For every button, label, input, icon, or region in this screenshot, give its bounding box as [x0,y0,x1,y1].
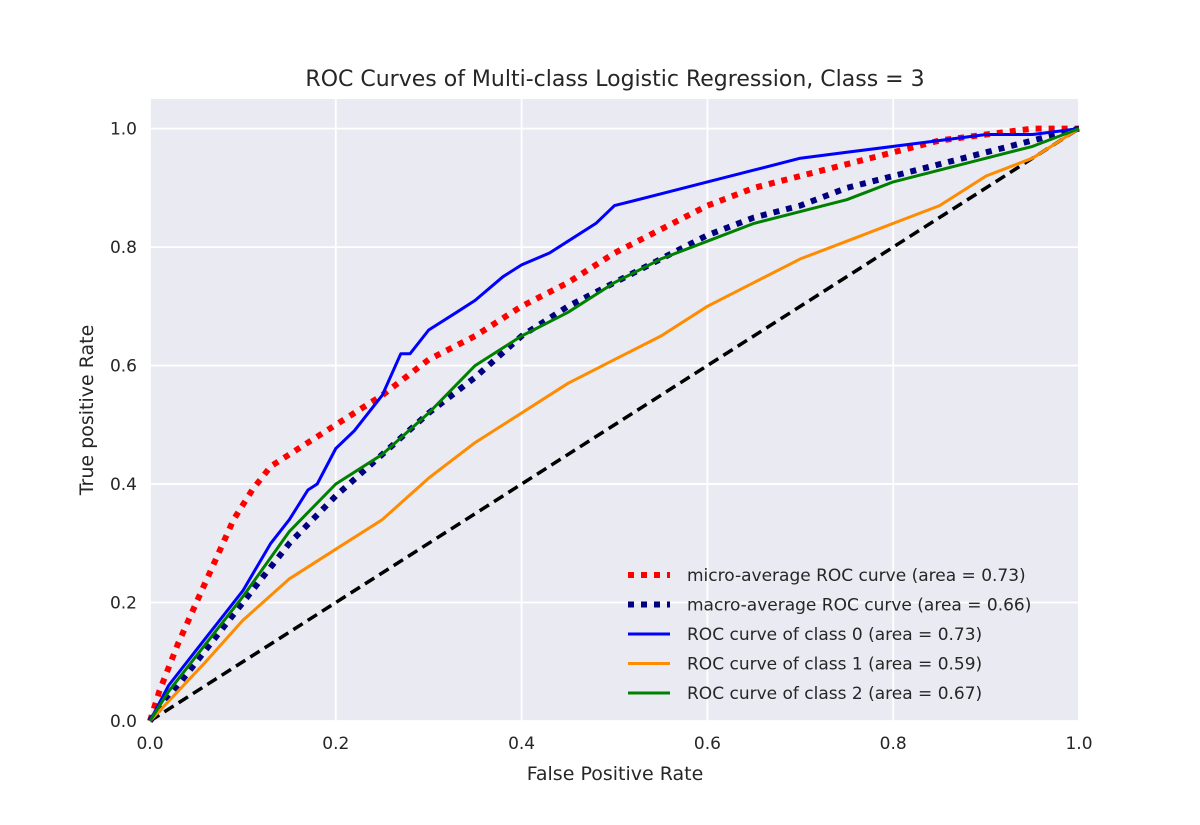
series-layer [147,125,1080,723]
grid-lines [149,99,1080,722]
x-axis-label: False Positive Rate [527,763,704,785]
y-tick-label: 0.6 [110,357,137,377]
y-axis-label: True positive Rate [76,325,98,497]
y-tick-label: 0.2 [110,594,137,614]
legend-entry-label: ROC curve of class 1 (area = 0.59) [687,655,982,675]
x-tick-label: 1.0 [1065,734,1092,754]
legend-entry-label: macro-average ROC curve (area = 0.66) [687,596,1031,616]
chance-line [149,127,1080,723]
chart-title: ROC Curves of Multi-class Logistic Regre… [305,67,924,92]
x-tick-label: 0.2 [322,734,349,754]
x-tick-label: 0.4 [508,734,535,754]
legend-entry-label: ROC curve of class 0 (area = 0.73) [687,625,982,645]
x-tick-label: 0.8 [880,734,907,754]
chance-line-layer [149,127,1080,723]
x-tick-label: 0.0 [136,734,163,754]
roc-series-line-2 [148,127,1080,722]
y-tick-label: 1.0 [110,120,137,140]
legend-entry-label: ROC curve of class 2 (area = 0.67) [687,684,982,704]
y-tick-label: 0.0 [110,712,137,732]
y-tick-label: 0.4 [110,475,137,495]
roc-series-line-3 [148,127,1080,723]
tick-labels: 0.0 0.2 0.4 0.6 0.8 1.0 0.0 0.2 0.4 0.6 0.8 1.0 [110,120,1093,754]
legend-entry-label: micro-average ROC curve (area = 0.73) [687,566,1026,586]
legend: micro-average ROC curve (area = 0.73) mac… [628,566,1031,704]
plot-area [150,99,1079,721]
y-tick-label: 0.8 [110,238,137,258]
x-tick-label: 0.6 [694,734,721,754]
roc-series-line-4 [148,127,1080,722]
